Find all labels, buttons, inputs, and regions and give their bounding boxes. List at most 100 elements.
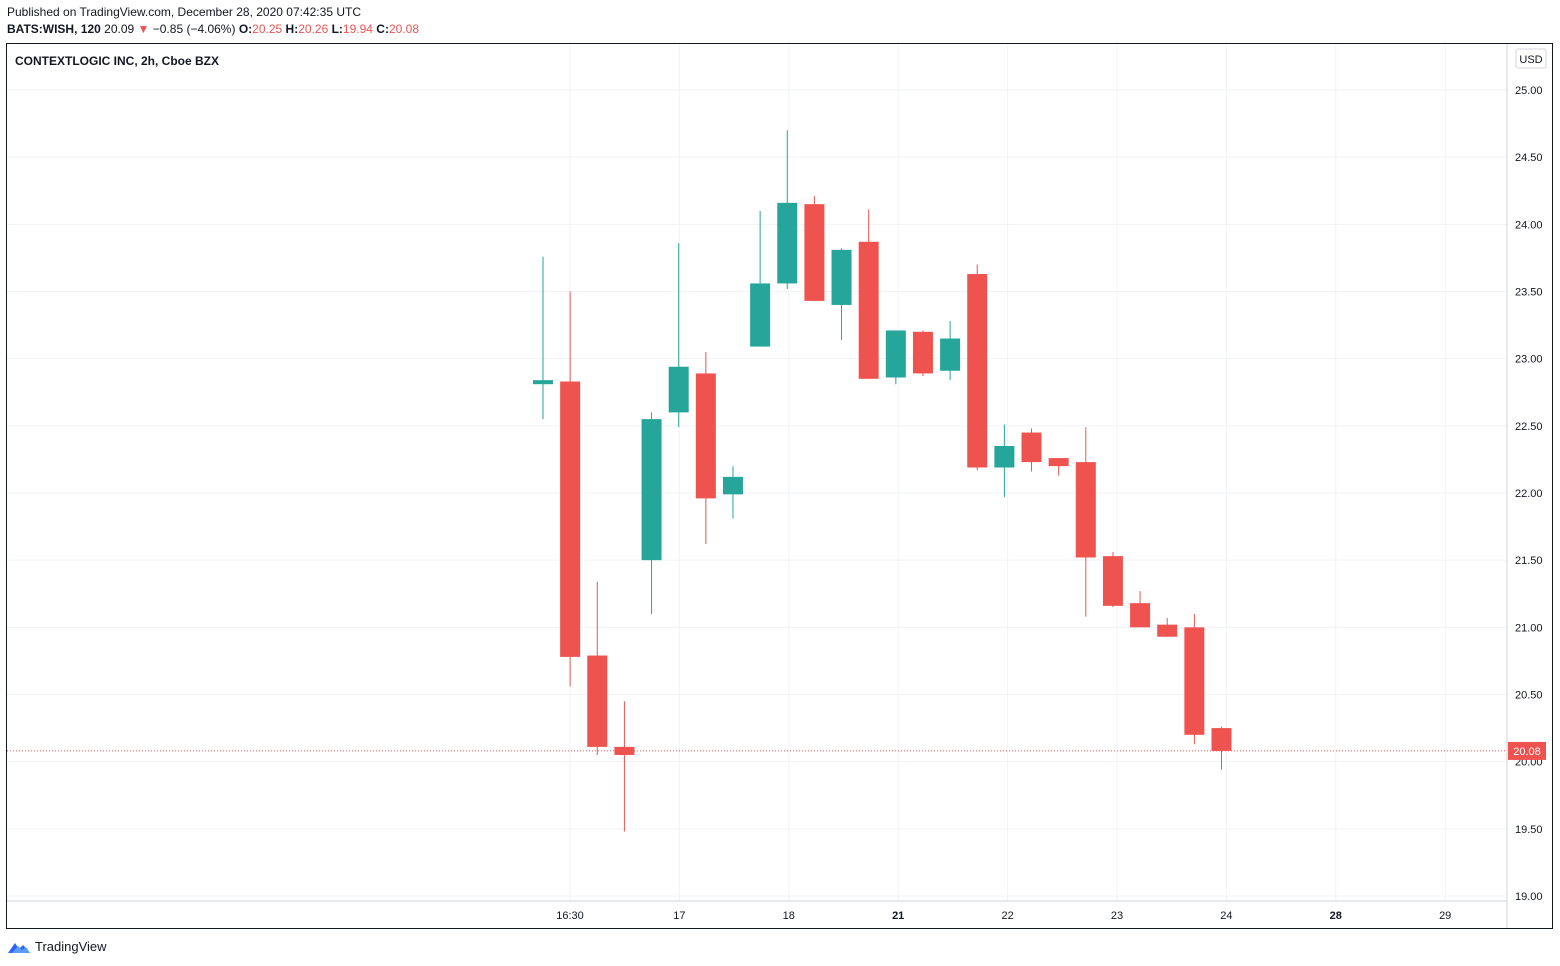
price-tick-label: 21.50 bbox=[1515, 555, 1543, 567]
candle[interactable] bbox=[641, 412, 662, 614]
high-value: 20.26 bbox=[298, 22, 329, 36]
candle-body bbox=[777, 202, 798, 284]
candle-body bbox=[614, 746, 635, 755]
candle-body bbox=[1048, 458, 1069, 467]
last-price-label: 20.08 bbox=[1508, 741, 1546, 760]
footer-brand-label: TradingView bbox=[35, 939, 107, 954]
candle-body bbox=[750, 283, 771, 347]
price-tick-label: 24.50 bbox=[1515, 152, 1543, 164]
candle-body bbox=[940, 338, 961, 371]
candle[interactable] bbox=[722, 466, 743, 519]
candle-body bbox=[858, 241, 879, 379]
high-label: H: bbox=[285, 22, 299, 36]
candle-body bbox=[967, 274, 988, 468]
candle[interactable] bbox=[1130, 591, 1151, 628]
candle-body bbox=[1157, 624, 1178, 637]
candle[interactable] bbox=[994, 424, 1015, 498]
candle[interactable] bbox=[750, 210, 771, 347]
last-price: 20.09 bbox=[104, 22, 135, 36]
candle-body bbox=[1211, 728, 1232, 751]
price-tick-label: 23.00 bbox=[1515, 354, 1543, 366]
candle-body bbox=[994, 445, 1015, 468]
candle[interactable] bbox=[1075, 427, 1096, 617]
candle[interactable] bbox=[587, 581, 608, 755]
candle[interactable] bbox=[1102, 552, 1123, 608]
candle[interactable] bbox=[1211, 726, 1232, 770]
price-tick-label: 21.00 bbox=[1515, 622, 1543, 634]
candle-body bbox=[804, 204, 825, 301]
currency-badge[interactable] bbox=[1515, 48, 1547, 69]
candle[interactable] bbox=[668, 243, 689, 428]
time-tick-label: 21 bbox=[892, 910, 904, 922]
candlestick-chart[interactable]: 25.00 24.50 24.00 23.50 23.00 22.50 22.00 21.50… bbox=[7, 44, 1552, 928]
candle-body bbox=[560, 381, 581, 657]
candle-body bbox=[587, 655, 608, 747]
chart-title: CONTEXTLOGIC INC, 2h, Cboe BZX bbox=[15, 54, 219, 68]
open-label: O: bbox=[238, 22, 253, 36]
last-price-text: 20.08 bbox=[1513, 746, 1541, 758]
low-label: L: bbox=[331, 22, 343, 36]
candle[interactable] bbox=[614, 701, 635, 832]
close-value: 20.08 bbox=[388, 22, 419, 36]
low-value: 19.94 bbox=[342, 22, 373, 36]
grid-lines bbox=[7, 44, 1507, 901]
price-tick-label: 22.00 bbox=[1515, 488, 1543, 500]
candle-body bbox=[912, 331, 933, 374]
close-label: C: bbox=[376, 22, 389, 36]
candle[interactable] bbox=[804, 196, 825, 301]
last-price-badge bbox=[1508, 741, 1546, 760]
candle[interactable] bbox=[1021, 428, 1042, 472]
candle[interactable] bbox=[912, 330, 933, 377]
time-tick-label: 28 bbox=[1330, 910, 1342, 922]
candle-body bbox=[1184, 627, 1205, 735]
candle-body bbox=[885, 330, 906, 378]
candle-body bbox=[722, 476, 743, 495]
candle[interactable] bbox=[533, 256, 553, 420]
candle-body bbox=[1075, 462, 1096, 558]
candle[interactable] bbox=[885, 330, 906, 385]
candle[interactable] bbox=[777, 130, 798, 289]
tradingview-logo-icon bbox=[8, 942, 30, 953]
candle-body bbox=[695, 373, 716, 499]
time-tick-label: 23 bbox=[1111, 910, 1123, 922]
time-tick-label: 16:30 bbox=[556, 910, 584, 922]
time-tick-label: 22 bbox=[1001, 910, 1013, 922]
candle-body bbox=[831, 249, 852, 305]
price-change: −0.85 (−4.06%) bbox=[152, 22, 236, 36]
candle[interactable] bbox=[858, 209, 879, 379]
candle-body bbox=[1021, 432, 1042, 463]
footer-brand: TradingView bbox=[7, 939, 107, 954]
candle[interactable] bbox=[1048, 458, 1069, 476]
candle[interactable] bbox=[1184, 613, 1205, 745]
candles bbox=[533, 130, 1232, 832]
price-tick-label: 23.50 bbox=[1515, 287, 1543, 299]
open-value: 20.25 bbox=[252, 22, 283, 36]
candle[interactable] bbox=[695, 351, 716, 545]
candle-body bbox=[1130, 603, 1151, 628]
candle[interactable] bbox=[967, 264, 988, 471]
candle-body bbox=[641, 419, 662, 561]
candle[interactable] bbox=[1157, 617, 1178, 637]
time-tick-label: 24 bbox=[1220, 910, 1232, 922]
candle[interactable] bbox=[560, 291, 581, 687]
ohlc-legend: BATS:WISH, 120 20.09 ▼ −0.85 (−4.06%) O:… bbox=[7, 22, 419, 36]
published-note: Published on TradingView.com, December 2… bbox=[7, 5, 361, 19]
time-axis[interactable]: 16:30 17 18 21 22 23 24 28 29 bbox=[556, 910, 1451, 922]
currency-label: USD bbox=[1519, 54, 1542, 66]
down-arrow-icon: ▼ bbox=[137, 22, 150, 36]
price-tick-label: 19.50 bbox=[1515, 824, 1543, 836]
candle-body bbox=[533, 380, 553, 385]
candle[interactable] bbox=[940, 321, 961, 381]
time-tick-label: 17 bbox=[673, 910, 685, 922]
chart-frame[interactable]: 25.00 24.50 24.00 23.50 23.00 22.50 22.00 21.50… bbox=[6, 43, 1553, 929]
candle-body bbox=[668, 366, 689, 413]
symbol-label: BATS:WISH, 120 bbox=[7, 22, 101, 36]
time-tick-label: 18 bbox=[783, 910, 795, 922]
price-tick-label: 25.00 bbox=[1515, 85, 1543, 97]
candle[interactable] bbox=[831, 248, 852, 340]
price-tick-label: 20.50 bbox=[1515, 690, 1543, 702]
price-tick-label: 24.00 bbox=[1515, 219, 1543, 231]
price-axis[interactable]: 25.00 24.50 24.00 23.50 23.00 22.50 22.00 21.50… bbox=[1515, 85, 1543, 903]
time-tick-label: 29 bbox=[1439, 910, 1451, 922]
price-tick-label: 19.00 bbox=[1515, 891, 1543, 903]
